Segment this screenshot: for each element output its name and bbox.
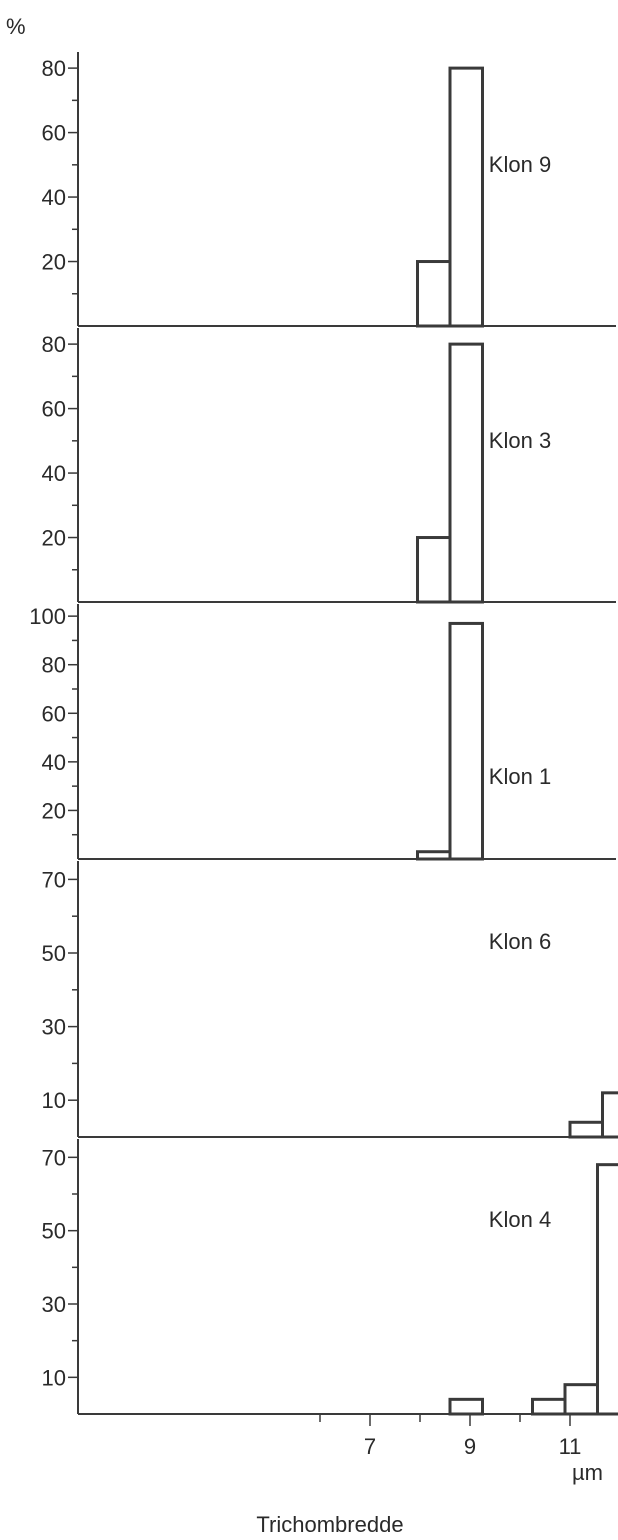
y-tick-label: 70 xyxy=(42,1145,66,1170)
y-tick-label: 30 xyxy=(42,1292,66,1317)
histogram-bar xyxy=(448,621,484,861)
panel-klon-6: 10 30 50 70 Klon 6 xyxy=(42,861,618,1139)
histogram-bar xyxy=(563,1383,599,1416)
y-unit-label: % xyxy=(6,14,26,39)
panel-klon-1: 20 40 60 80 100 Klon 1 xyxy=(29,604,616,861)
histogram-bar xyxy=(416,850,452,861)
histogram-bar xyxy=(568,1120,604,1139)
panel-klon-4: 10 30 50 70 Klon 4 xyxy=(42,1139,618,1416)
y-tick-label: 20 xyxy=(42,798,66,823)
y-tick-label: 60 xyxy=(42,701,66,726)
y-tick-label: 80 xyxy=(42,332,66,357)
y-tick-label: 70 xyxy=(42,867,66,892)
panels-group: 20 40 60 80 Klon 9 20 40 60 80 Klon 3 20 40 60 80 100 K… xyxy=(29,52,618,1416)
y-tick-label: 40 xyxy=(42,750,66,775)
y-tick-label: 100 xyxy=(29,604,66,629)
y-tick-label: 60 xyxy=(42,397,66,422)
panel-klon-3: 20 40 60 80 Klon 3 xyxy=(42,328,616,604)
panel-label: Klon 9 xyxy=(489,152,551,177)
y-tick-label: 10 xyxy=(42,1088,66,1113)
histogram-bar xyxy=(531,1397,567,1416)
x-tick-label: 9 xyxy=(464,1434,476,1459)
histogram-bar xyxy=(416,260,452,328)
x-tick-label: 7 xyxy=(364,1434,376,1459)
histogram-bar xyxy=(448,342,484,604)
panel-klon-9: 20 40 60 80 Klon 9 xyxy=(42,52,616,328)
y-tick-label: 10 xyxy=(42,1365,66,1390)
y-tick-label: 20 xyxy=(42,250,66,275)
histogram-bar xyxy=(448,66,484,328)
y-tick-label: 60 xyxy=(42,121,66,146)
x-axis: 79111315 xyxy=(319,1414,582,1459)
y-tick-label: 80 xyxy=(42,56,66,81)
histogram-bar xyxy=(416,536,452,604)
y-tick-label: 50 xyxy=(42,1219,66,1244)
y-tick-label: 50 xyxy=(42,941,66,966)
panel-label: Klon 3 xyxy=(489,428,551,453)
panel-label: Klon 6 xyxy=(489,929,551,954)
histogram-bar xyxy=(596,1163,618,1416)
y-tick-label: 80 xyxy=(42,653,66,678)
y-tick-label: 40 xyxy=(42,185,66,210)
y-tick-label: 40 xyxy=(42,461,66,486)
histogram-bar xyxy=(601,1091,618,1139)
x-axis-title: Trichombredde xyxy=(256,1512,403,1537)
histogram-bar xyxy=(448,1397,484,1416)
x-unit-label: µm xyxy=(572,1460,603,1485)
panel-label: Klon 4 xyxy=(489,1207,551,1232)
y-tick-label: 30 xyxy=(42,1015,66,1040)
panel-label: Klon 1 xyxy=(489,764,551,789)
y-tick-label: 20 xyxy=(42,526,66,551)
x-tick-label: 11 xyxy=(559,1434,582,1459)
